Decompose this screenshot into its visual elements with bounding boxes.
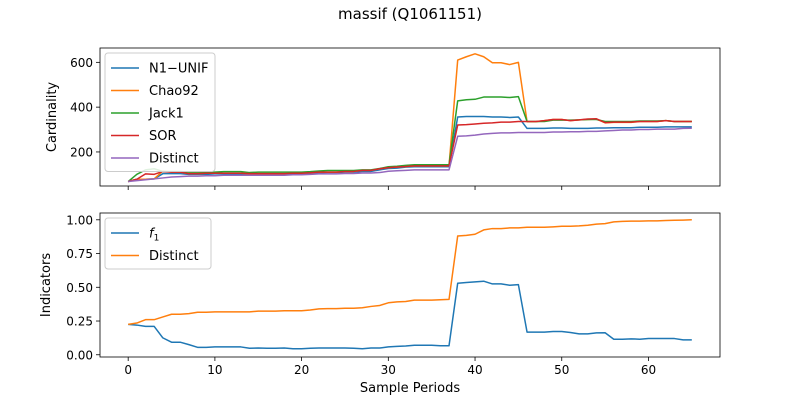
x-tick-label: 60	[641, 363, 656, 377]
legend-label: Distinct	[149, 152, 199, 167]
y-tick-label: 600	[70, 56, 93, 70]
y-tick-label: 0.75	[66, 247, 93, 261]
top-legend: N1−UNIF Chao92 Jack1 SOR Distinct	[104, 52, 216, 172]
top-chart: 200 400 600 Cardinality N1−UNIF Chao92 Jack1…	[45, 47, 721, 190]
x-tick-label: 0	[124, 363, 132, 377]
bottom-y-axis-label: Indicators	[39, 253, 54, 317]
top-x-axis	[127, 186, 649, 190]
legend-label: f1	[149, 227, 159, 244]
legend-label: Distinct	[149, 249, 199, 264]
y-tick-label: 200	[70, 145, 93, 159]
bottom-y-axis: 0.00 0.25 0.50 0.75 1.00	[66, 213, 100, 362]
y-tick-label: 0.25	[66, 315, 93, 329]
series-line-distinct	[128, 219, 692, 326]
bottom-chart: 0 10 20 30 40 50 60 0.00 0.25 0.50 0.75 1.00 Indic…	[39, 212, 721, 396]
series-line-distinct	[128, 127, 692, 183]
x-tick-label: 50	[554, 363, 569, 377]
legend-label: Chao92	[149, 84, 199, 99]
bottom-series-lines	[128, 219, 692, 350]
figure-title: massif (Q1061151)	[338, 5, 482, 23]
top-y-axis: 200 400 600	[70, 56, 100, 159]
legend-label: N1−UNIF	[149, 62, 208, 77]
series-line-f1	[128, 280, 692, 350]
x-tick-label: 40	[467, 363, 482, 377]
y-tick-label: 1.00	[66, 213, 93, 227]
legend-label: Jack1	[148, 107, 184, 122]
bottom-legend: f1 Distinct	[104, 217, 212, 270]
x-tick-label: 30	[381, 363, 396, 377]
x-tick-label: 20	[294, 363, 309, 377]
top-axes-frame	[99, 47, 721, 187]
bottom-x-axis: 0 10 20 30 40 50 60	[124, 357, 656, 377]
legend-box	[104, 52, 216, 172]
y-tick-label: 0.00	[66, 348, 93, 362]
bottom-x-axis-label: Sample Periods	[360, 381, 460, 396]
legend-label: SOR	[149, 129, 177, 144]
y-tick-label: 0.50	[66, 281, 93, 295]
x-tick-label: 10	[207, 363, 222, 377]
bottom-axes-frame	[99, 212, 721, 358]
y-tick-label: 400	[70, 101, 93, 115]
series-line-sor	[127, 118, 692, 183]
top-series-lines	[127, 53, 692, 183]
top-y-axis-label: Cardinality	[45, 82, 60, 153]
